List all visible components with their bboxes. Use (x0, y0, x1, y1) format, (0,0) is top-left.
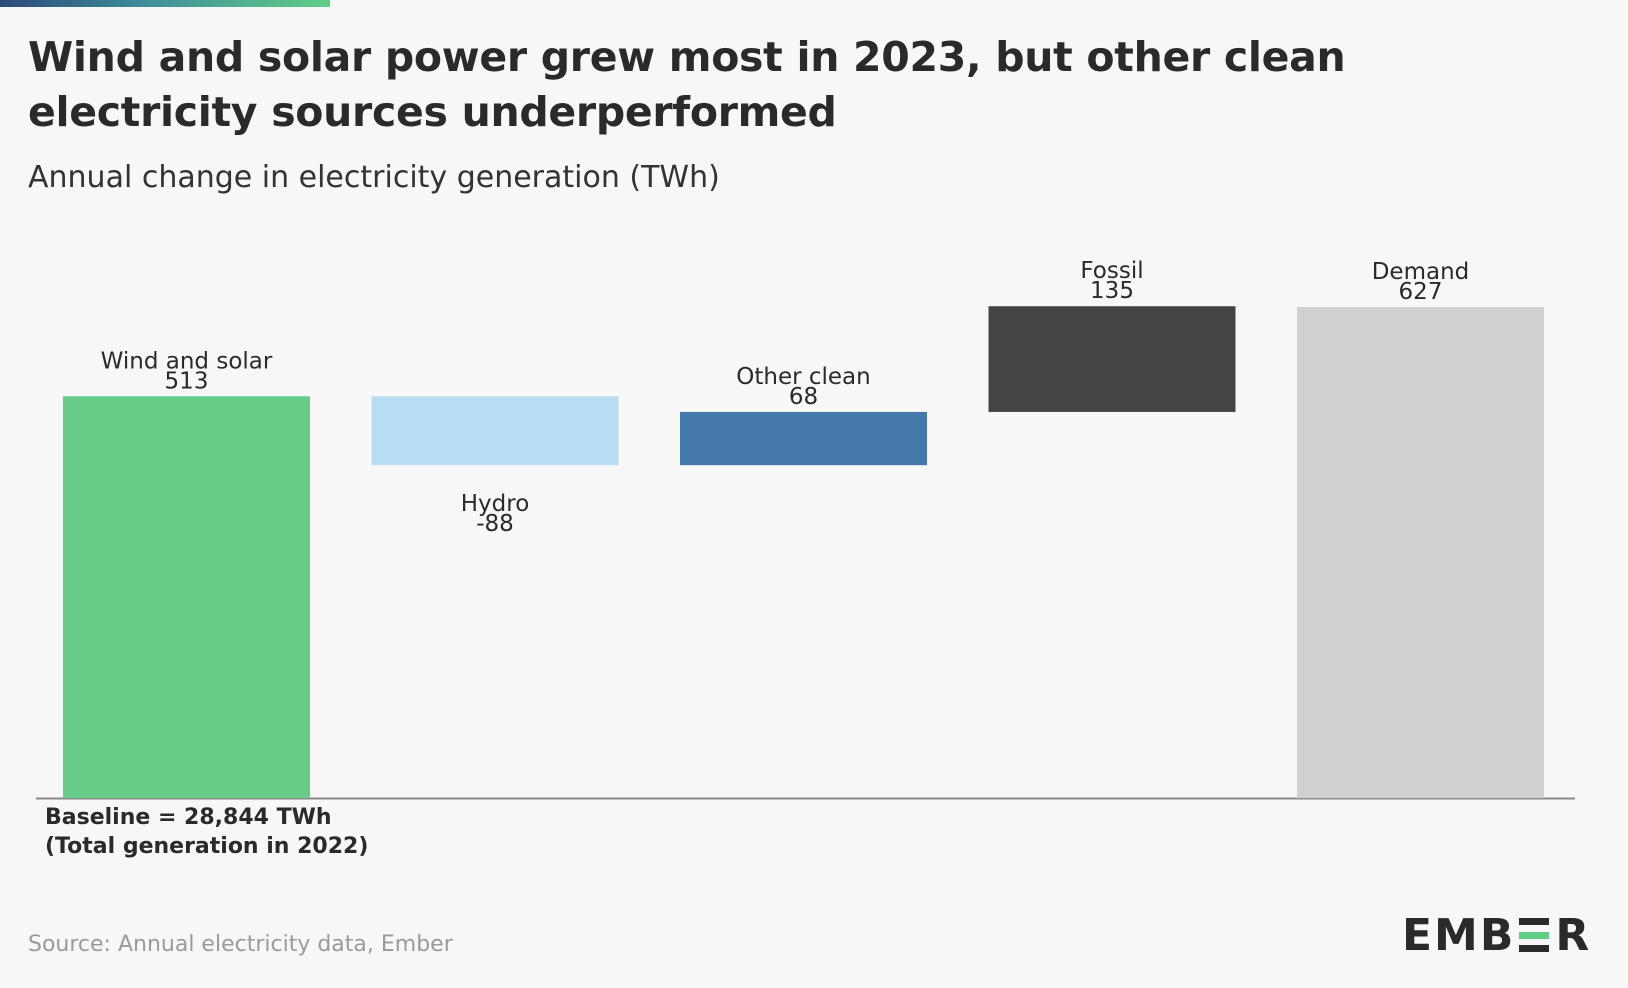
bar-value-hydro: -88 (476, 511, 514, 537)
bar-label-other-clean: Other clean (736, 364, 870, 390)
bar-label-demand: Demand (1372, 259, 1470, 285)
logo-text-right: R (1555, 909, 1592, 961)
baseline-note: Baseline = 28,844 TWh (Total generation … (45, 805, 369, 859)
bar-fossil (988, 306, 1236, 412)
bar-other-clean (680, 411, 927, 466)
bar-value-other-clean: 68 (789, 384, 818, 410)
logo-text-left: EMB (1402, 909, 1516, 961)
bar-label-fossil: Fossil (1080, 258, 1143, 284)
ember-logo: EMB R (1402, 909, 1592, 961)
brand-accent-bar (0, 0, 330, 7)
bar-label-hydro: Hydro (461, 491, 530, 517)
bar-hydro (371, 396, 619, 466)
bar-label-wind-and-solar: Wind and solar (101, 348, 273, 374)
bar-value-fossil: 135 (1090, 278, 1134, 304)
bar-demand (1297, 307, 1544, 798)
logo-e-mark (1519, 918, 1550, 952)
bar-value-wind-and-solar: 513 (165, 368, 209, 394)
chart-subtitle: Annual change in electricity generation … (28, 160, 720, 195)
bar-value-demand: 627 (1399, 279, 1443, 305)
bar-wind-and-solar (63, 396, 310, 798)
source-note: Source: Annual electricity data, Ember (28, 932, 453, 957)
chart-title: Wind and solar power grew most in 2023, … (28, 33, 1346, 136)
